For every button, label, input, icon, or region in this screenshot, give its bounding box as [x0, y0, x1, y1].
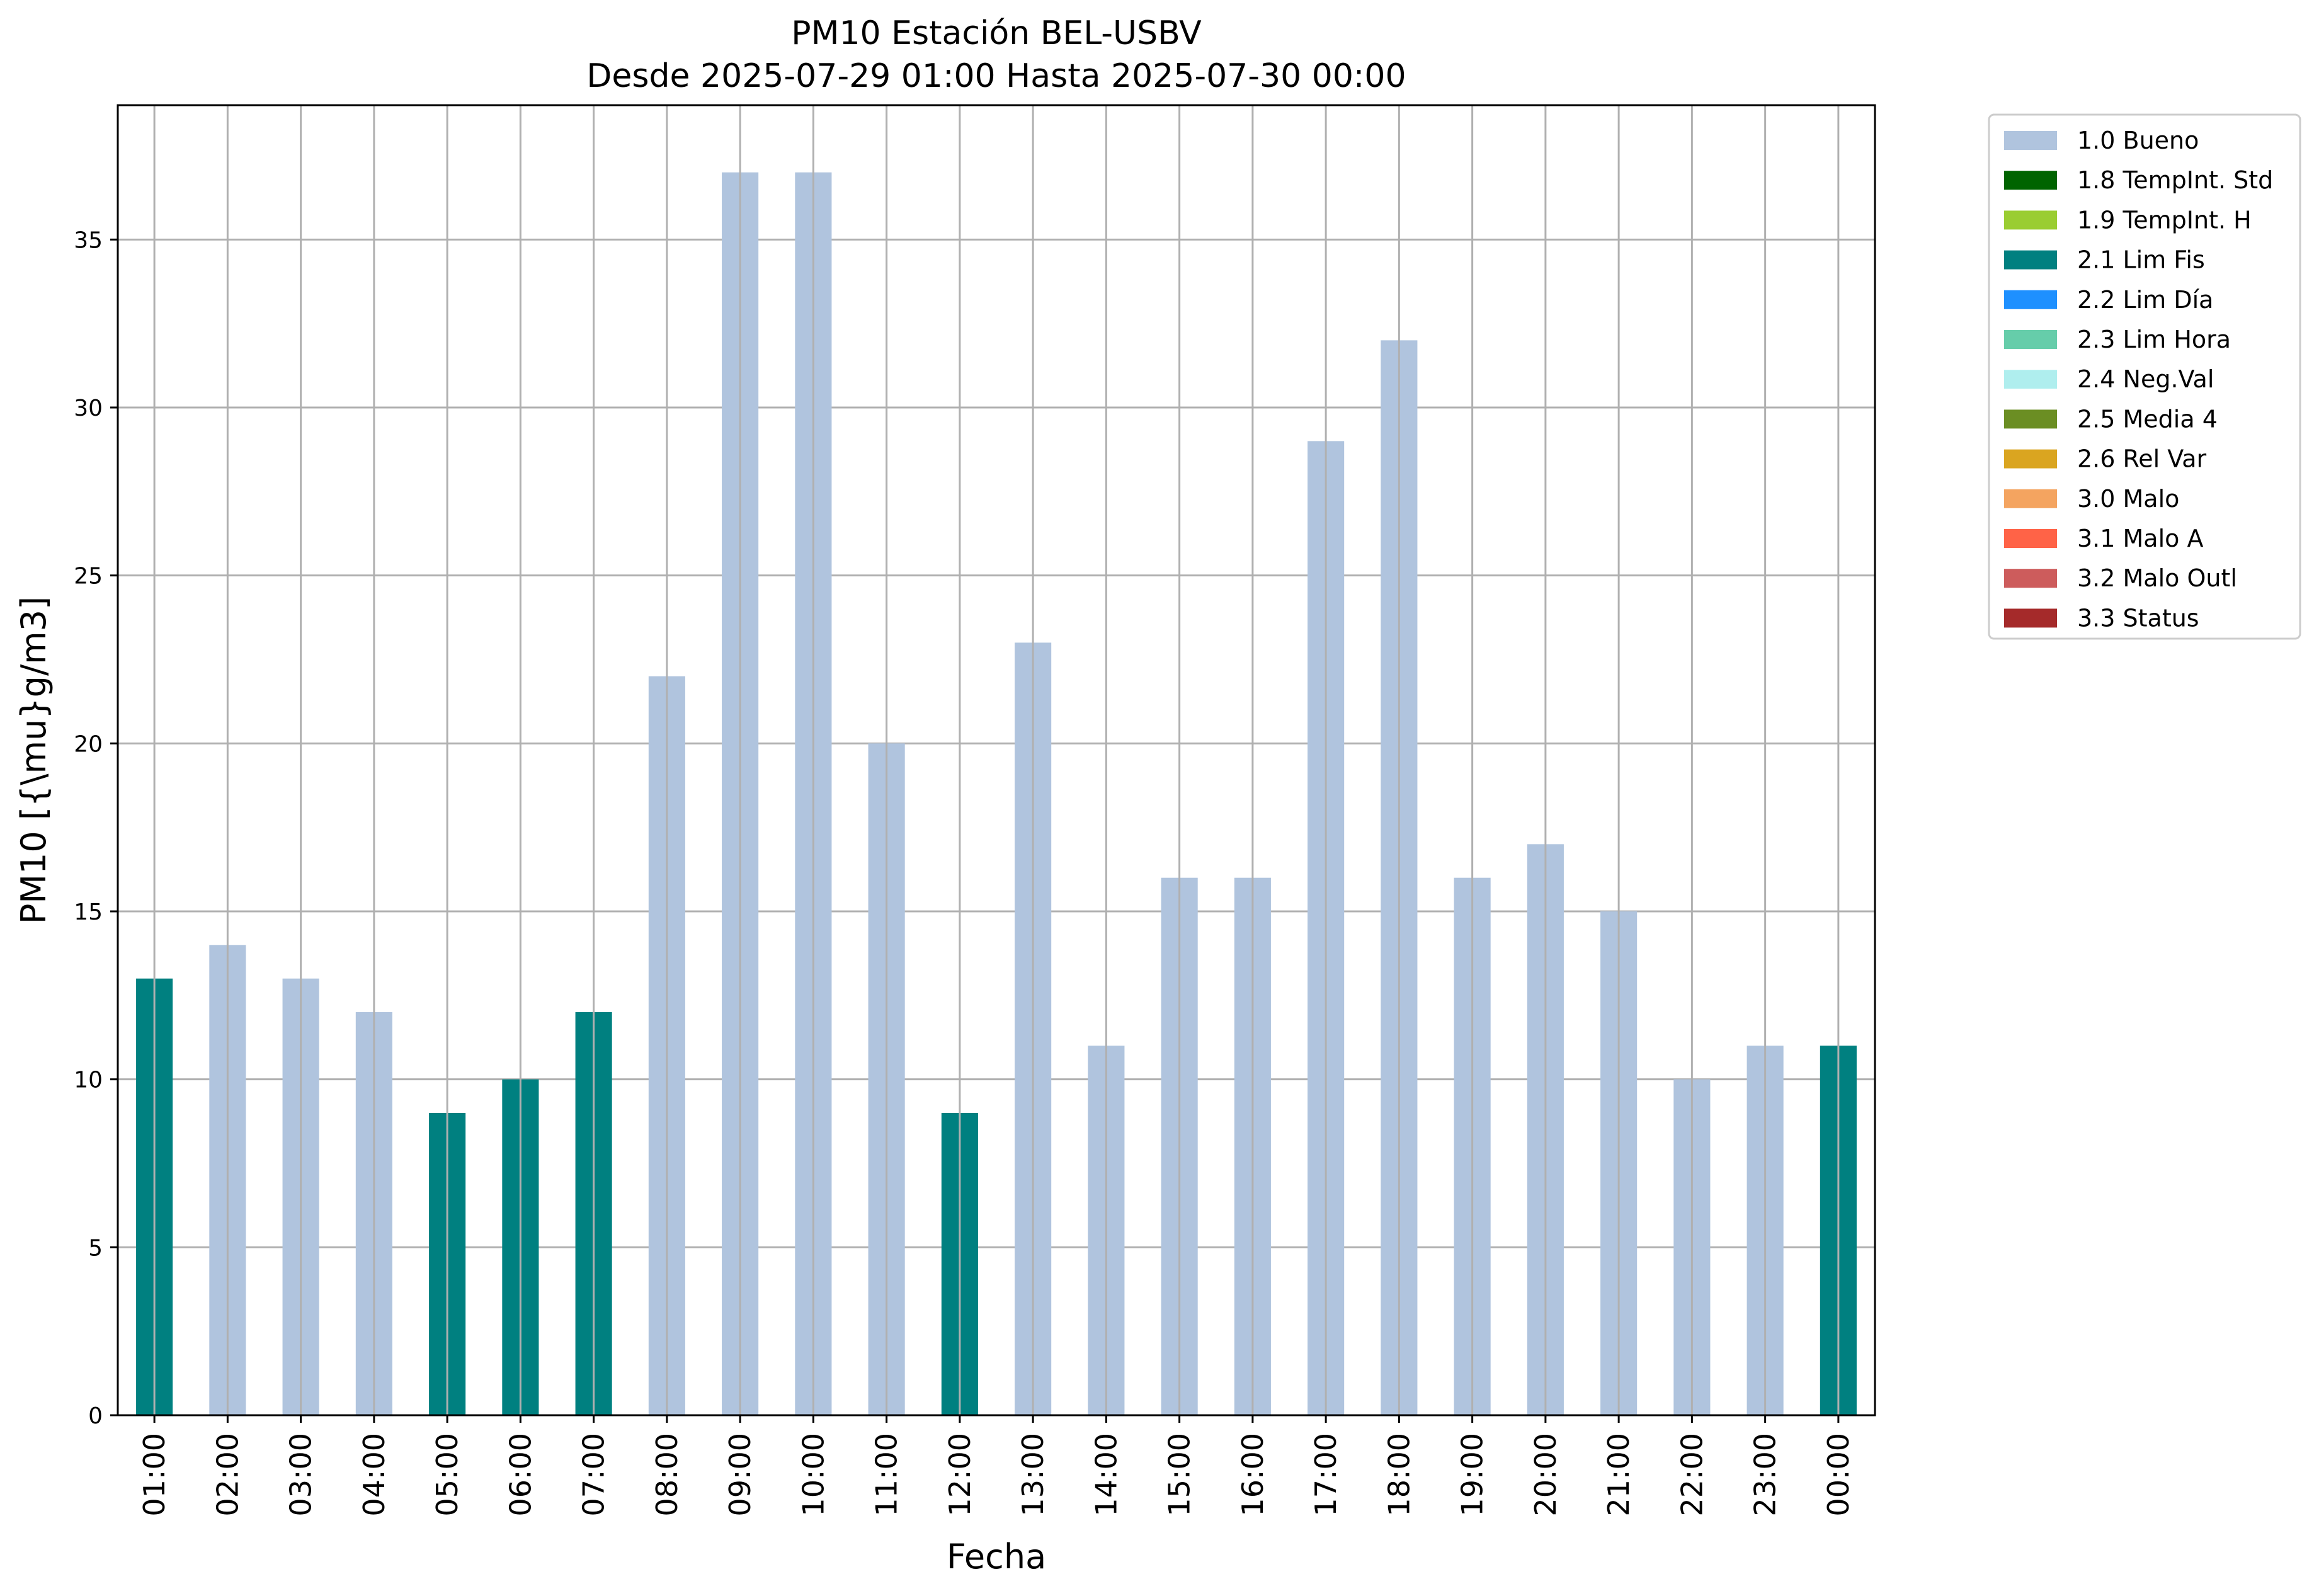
plot-frame — [117, 104, 1876, 1416]
legend-label: 1.0 Bueno — [2077, 127, 2199, 154]
x-tick-label: 11:00 — [870, 1433, 904, 1517]
legend-label: 2.1 Lim Fis — [2077, 246, 2205, 274]
x-tick-label: 21:00 — [1602, 1433, 1636, 1517]
y-tick-label: 10 — [74, 1068, 103, 1093]
x-tick-label: 08:00 — [650, 1433, 684, 1517]
y-axis-ticks: 0 5 10 15 20 25 30 35 — [74, 227, 118, 1429]
x-tick-label: 23:00 — [1748, 1433, 1782, 1517]
x-tick-label: 04:00 — [357, 1433, 391, 1517]
y-axis-label: PM10 [{\mu}g/m3] — [14, 596, 54, 924]
x-axis-ticks: 01:00 02:00 03:00 04:00 05:00 06:00 07:00 08:00… — [137, 1415, 1855, 1517]
vertical-grid-lines — [153, 105, 1840, 1415]
legend-swatch — [2004, 250, 2057, 270]
legend-label: 1.8 TempInt. Std — [2077, 166, 2273, 194]
legend-swatch — [2004, 569, 2057, 588]
legend: 1.0 Bueno 1.8 TempInt. Std 1.9 TempInt. H 2… — [1988, 113, 2301, 640]
x-tick-label: 13:00 — [1016, 1433, 1050, 1517]
legend-label: 2.2 Lim Día — [2077, 286, 2213, 314]
legend-swatch — [2004, 330, 2057, 349]
y-tick-label: 0 — [88, 1403, 103, 1429]
x-tick-label: 14:00 — [1089, 1433, 1123, 1517]
x-tick-label: 09:00 — [723, 1433, 757, 1517]
x-tick-label: 15:00 — [1163, 1433, 1197, 1517]
x-axis-label: Fecha — [947, 1537, 1046, 1576]
x-tick-label: 07:00 — [577, 1433, 611, 1517]
legend-swatch — [2004, 171, 2057, 190]
x-tick-label: 03:00 — [284, 1433, 318, 1517]
legend-label: 3.3 Status — [2077, 604, 2199, 632]
legend-label: 2.3 Lim Hora — [2077, 326, 2231, 353]
legend-label: 2.4 Neg.Val — [2077, 365, 2214, 393]
x-tick-label: 01:00 — [137, 1433, 171, 1517]
x-tick-label: 00:00 — [1821, 1433, 1855, 1517]
x-tick-label: 19:00 — [1456, 1433, 1490, 1517]
legend-items: 1.0 Bueno 1.8 TempInt. Std 1.9 TempInt. H 2… — [2004, 127, 2273, 632]
x-tick-label: 12:00 — [943, 1433, 977, 1517]
x-tick-label: 16:00 — [1236, 1433, 1270, 1517]
y-tick-label: 35 — [74, 227, 103, 253]
x-tick-label: 02:00 — [210, 1433, 244, 1517]
legend-swatch — [2004, 489, 2057, 508]
legend-swatch — [2004, 370, 2057, 389]
x-tick-label: 20:00 — [1529, 1433, 1563, 1517]
legend-swatch — [2004, 529, 2057, 548]
legend-label: 1.9 TempInt. H — [2077, 206, 2252, 234]
legend-label: 2.6 Rel Var — [2077, 445, 2207, 473]
x-tick-label: 05:00 — [430, 1433, 464, 1517]
x-tick-label: 17:00 — [1309, 1433, 1343, 1517]
legend-label: 3.2 Malo Outl — [2077, 564, 2237, 592]
chart-subtitle: Desde 2025-07-29 01:00 Hasta 2025-07-30 … — [586, 57, 1406, 95]
legend-label: 3.0 Malo — [2077, 485, 2179, 513]
legend-swatch — [2004, 409, 2057, 429]
legend-swatch — [2004, 210, 2057, 230]
x-tick-label: 18:00 — [1382, 1433, 1416, 1517]
y-tick-label: 30 — [74, 396, 103, 421]
legend-swatch — [2004, 290, 2057, 309]
legend-label: 2.5 Media 4 — [2077, 405, 2218, 433]
y-tick-label: 5 — [88, 1235, 103, 1261]
y-tick-label: 20 — [74, 731, 103, 757]
legend-swatch — [2004, 449, 2057, 469]
x-tick-label: 06:00 — [503, 1433, 537, 1517]
x-tick-label: 10:00 — [796, 1433, 830, 1517]
legend-frame — [1988, 113, 2301, 640]
x-tick-label: 22:00 — [1675, 1433, 1709, 1517]
legend-swatch — [2004, 131, 2057, 150]
y-tick-label: 15 — [74, 899, 103, 925]
chart-title: PM10 Estación BEL-USBV — [791, 14, 1202, 52]
y-tick-label: 25 — [74, 564, 103, 590]
legend-label: 3.1 Malo A — [2077, 525, 2203, 552]
legend-swatch — [2004, 608, 2057, 628]
